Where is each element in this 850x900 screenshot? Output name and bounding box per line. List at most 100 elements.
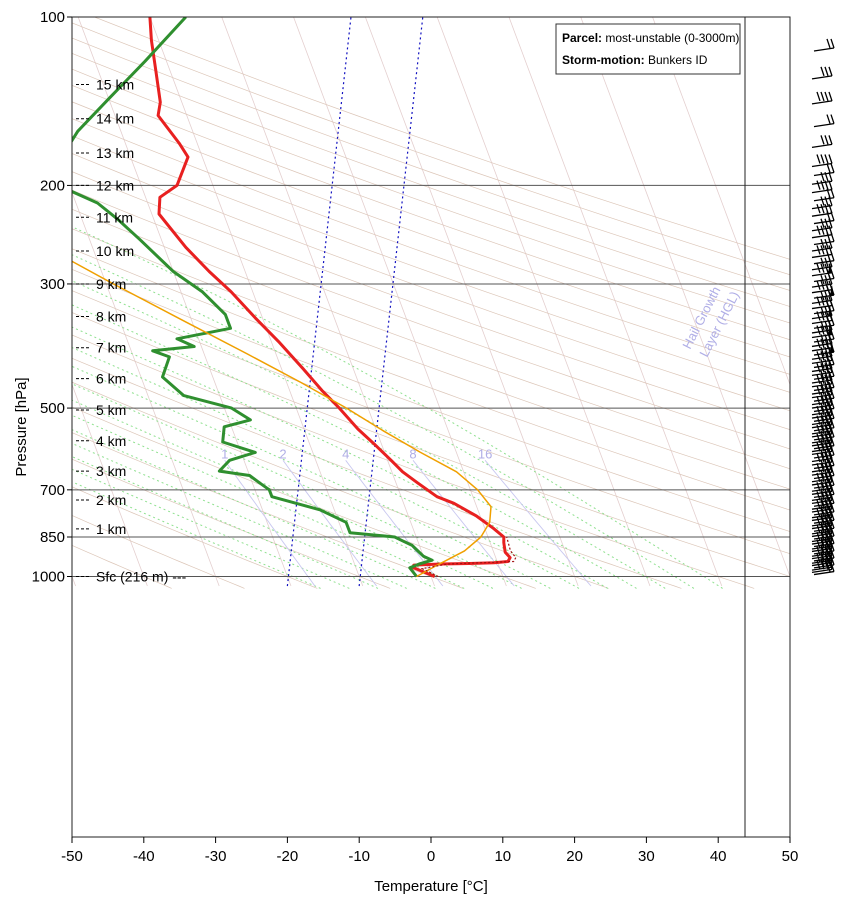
x-tick-label: 20 — [566, 848, 583, 865]
wind-barb — [813, 38, 835, 52]
moist-adiabat-line — [72, 468, 350, 589]
height-label: 15 km — [96, 76, 134, 92]
wind-barb — [811, 180, 833, 194]
isotherm-line — [0, 17, 4, 586]
series-temperature — [148, 17, 512, 578]
moist-adiabat-line — [72, 481, 321, 589]
legend-box — [555, 23, 741, 75]
x-tick-label: -50 — [61, 848, 83, 865]
height-label: 4 km — [96, 433, 126, 449]
wind-barb — [811, 91, 833, 105]
dry-adiabat-line — [72, 515, 245, 589]
dry-adiabat-line — [72, 84, 790, 341]
dry-adiabat-line — [72, 22, 790, 276]
series-dewpoint — [72, 17, 434, 578]
dry-adiabat-line — [72, 269, 790, 532]
moist-adiabat-line — [72, 226, 723, 589]
isotherm-line — [508, 17, 723, 587]
moist-adiabat-line — [72, 442, 407, 589]
wind-barb — [811, 334, 833, 348]
moist-adiabat-line — [72, 304, 637, 589]
moist-adiabat-line — [72, 456, 379, 589]
wind-barbs — [811, 38, 835, 576]
y-tick-label: 700 — [40, 482, 65, 499]
wind-barb — [811, 359, 833, 373]
legend-storm-value: Bunkers ID — [648, 53, 708, 67]
height-label: 7 km — [96, 340, 126, 356]
y-tick-label: 850 — [40, 529, 65, 546]
x-tick-label: -20 — [277, 848, 299, 865]
x-tick-label: 0 — [427, 848, 435, 865]
wind-barb — [813, 163, 835, 177]
isotherm-line — [72, 191, 220, 587]
dry-adiabat-line — [72, 290, 790, 555]
isotherm-line — [652, 17, 790, 386]
legend-storm-label: Storm-motion: — [562, 53, 645, 67]
sounding-series — [72, 17, 517, 578]
mixing-ratio-line — [412, 460, 515, 587]
height-label: Sfc (216 m) --- — [96, 569, 187, 585]
y-axis: 100 200 300 500 700 850 1000 — [32, 9, 72, 586]
wind-barb — [811, 291, 833, 305]
thermo-grid — [0, 17, 790, 589]
isotherm-line — [293, 17, 507, 587]
height-label: 6 km — [96, 371, 126, 387]
legend-parcel: Parcel: most-unstable (0-3000m) — [562, 31, 739, 45]
isotherm-line — [580, 17, 790, 578]
y-tick-label: 500 — [40, 400, 65, 417]
legend-parcel-label: Parcel: — [562, 31, 602, 45]
x-tick-label: 40 — [710, 848, 727, 865]
isotherm-line — [149, 17, 364, 587]
dry-adiabat-line — [72, 312, 790, 577]
mixing-ratio-label: 1 — [221, 446, 228, 461]
dry-adiabat-line — [72, 53, 790, 307]
moist-adiabat-line — [72, 280, 666, 589]
wind-barb — [811, 66, 833, 80]
isotherm-line — [72, 575, 76, 587]
dry-adiabat-line — [72, 381, 609, 589]
height-label: 14 km — [96, 111, 134, 127]
mixing-ratio-label: 2 — [279, 446, 286, 461]
x-axis-title: Temperature [°C] — [374, 878, 488, 895]
height-label: 11 km — [96, 209, 133, 225]
dry-adiabat-line — [72, 334, 755, 589]
series-virtual-temperature — [420, 536, 517, 578]
dry-adiabat-line — [72, 486, 318, 589]
y-tick-label: 300 — [40, 276, 65, 293]
mixing-ratio-label: 8 — [409, 446, 416, 461]
isotherm-line — [364, 17, 579, 587]
wind-barb — [811, 320, 833, 334]
moist-adiabat-line — [72, 414, 465, 589]
moist-adiabat-line — [72, 399, 494, 589]
wind-barb — [813, 114, 835, 128]
height-label: 3 km — [96, 463, 126, 479]
moist-adiabat-line — [72, 429, 436, 589]
x-tick-label: -10 — [348, 848, 370, 865]
moist-adiabat-line — [72, 383, 522, 589]
wind-barb — [811, 225, 833, 239]
y-tick-label: 200 — [40, 177, 65, 194]
y-axis-title: Pressure [hPa] — [13, 377, 30, 476]
x-tick-label: 30 — [638, 848, 655, 865]
moist-adiabat-line — [72, 254, 695, 589]
wind-barb — [811, 347, 833, 360]
x-axis: -50 -40 -30 -20 -10 0 10 20 30 40 50 — [61, 837, 798, 865]
dry-adiabat-line — [72, 208, 790, 470]
wind-barb — [813, 211, 835, 225]
dry-adiabat-line — [72, 171, 790, 430]
height-label: 12 km — [96, 177, 134, 193]
hgl-boundary-line — [286, 17, 352, 587]
mixing-ratio-labels: 1 2 4 8 16 — [221, 446, 492, 461]
wind-barb — [811, 135, 833, 149]
x-tick-label: -30 — [205, 848, 227, 865]
legend: Parcel: most-unstable (0-3000m) Storm-mo… — [555, 23, 741, 75]
isotherm-line — [77, 17, 292, 587]
isotherm-line — [221, 17, 435, 587]
height-label: 1 km — [96, 521, 126, 537]
mixing-ratio-label: 16 — [478, 446, 492, 461]
height-label: 8 km — [96, 308, 126, 324]
legend-parcel-value: most-unstable (0-3000m) — [605, 31, 739, 45]
height-label: 5 km — [96, 402, 126, 418]
dry-adiabat-line — [94, 17, 790, 260]
